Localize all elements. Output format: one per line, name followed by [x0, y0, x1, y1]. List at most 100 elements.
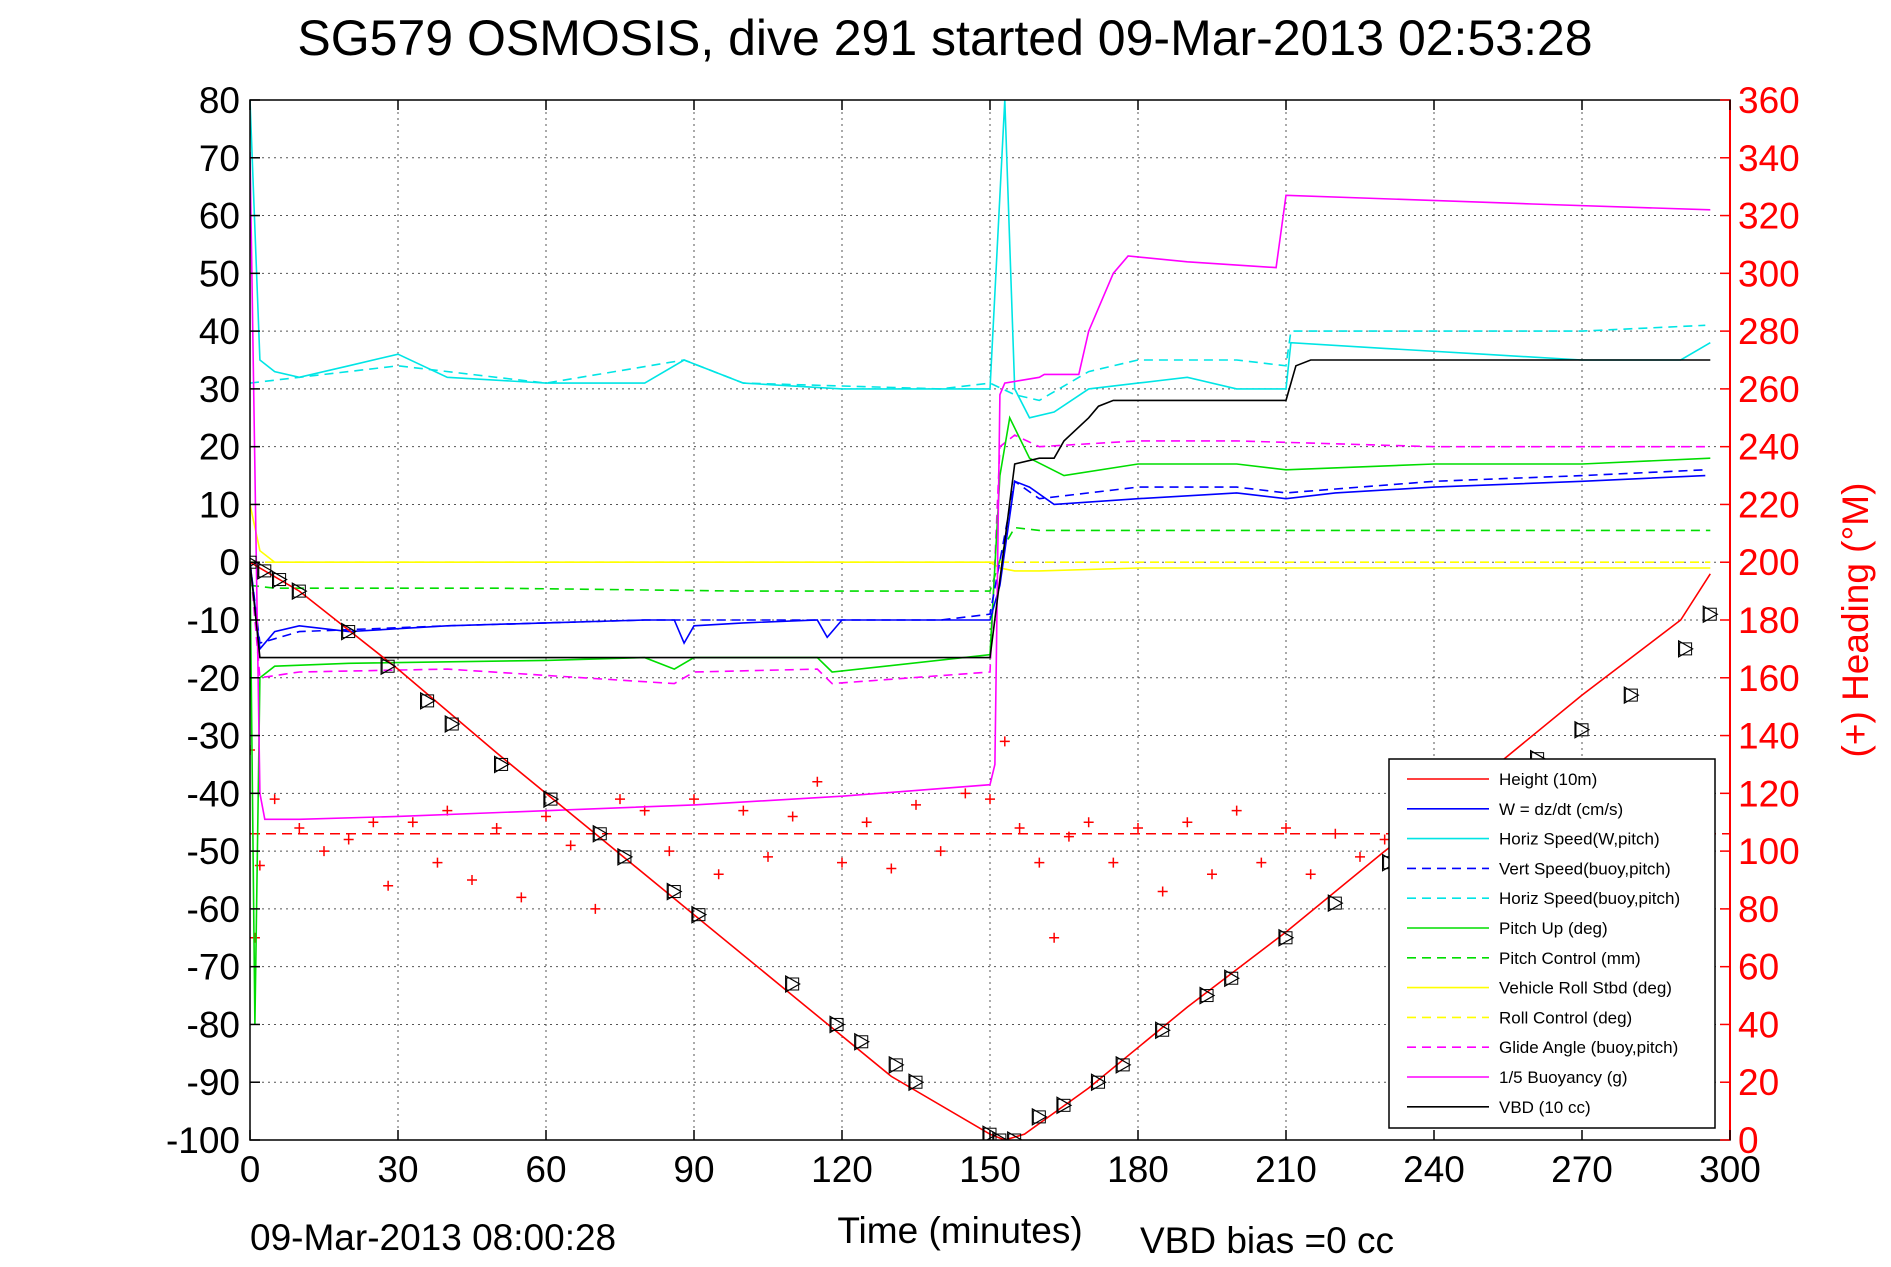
legend-entry: Pitch Control (mm) — [1499, 949, 1641, 968]
heading-point — [1231, 805, 1242, 816]
right-tick-label: 300 — [1738, 253, 1800, 294]
legend-box — [1388, 758, 1716, 1129]
x-axis-label: Time (minutes) — [837, 1210, 1082, 1251]
heading-point — [713, 869, 724, 880]
right-tick-label: 180 — [1738, 600, 1800, 641]
bottom-axis-ticks: 0 30 60 90 120 150 180 210 240 270 300 — [240, 100, 1761, 1190]
height-marker — [543, 790, 560, 809]
heading-point — [269, 794, 280, 805]
height-marker — [257, 561, 274, 580]
y-tick-label: 80 — [199, 80, 240, 121]
series-line — [250, 469, 1706, 645]
y-tick-label: 60 — [199, 196, 240, 237]
heading-point — [319, 846, 329, 857]
y-tick-label: -20 — [187, 658, 240, 699]
heading-point — [689, 794, 699, 805]
height-marker — [1278, 928, 1295, 947]
heading-point — [960, 788, 971, 799]
height-marker — [829, 1015, 846, 1034]
legend-entry: Glide Angle (buoy,pitch) — [1499, 1038, 1678, 1057]
plot-area — [250, 100, 1730, 1140]
height-marker — [1327, 894, 1344, 913]
heading-point — [250, 932, 260, 943]
height-marker — [691, 905, 708, 924]
heading-point — [1108, 857, 1119, 868]
heading-point — [1034, 857, 1045, 868]
height-marker — [420, 691, 436, 710]
heading-point — [383, 880, 394, 891]
heading-point — [861, 817, 872, 828]
height-marker — [1574, 720, 1591, 739]
height-marker — [1702, 605, 1719, 624]
height-marker — [272, 570, 288, 589]
chart-title: SG579 OSMOSIS, dive 291 started 09-Mar-2… — [297, 10, 1592, 66]
height-marker — [666, 882, 683, 901]
y-tick-label: -100 — [166, 1120, 240, 1161]
legend-entry: 1/5 Buoyancy (g) — [1499, 1068, 1628, 1087]
x-tick-label: 270 — [1551, 1149, 1613, 1190]
series-line — [250, 151, 1711, 821]
heading-point — [1063, 831, 1074, 842]
right-tick-label: 20 — [1738, 1062, 1779, 1103]
heading-point — [565, 840, 576, 851]
right-axis-label: (+) Heading (°M) — [1835, 483, 1876, 758]
height-marker — [1031, 1107, 1048, 1126]
height-marker — [380, 657, 397, 676]
y-tick-label: 10 — [199, 484, 240, 525]
right-tick-label: 240 — [1738, 427, 1800, 468]
heading-point — [999, 736, 1010, 747]
right-tick-label: 220 — [1738, 484, 1800, 525]
vbd-bias-label: VBD bias =0 cc — [1140, 1220, 1394, 1261]
x-tick-label: 150 — [959, 1149, 1021, 1190]
heading-point — [1014, 823, 1025, 833]
x-tick-label: 120 — [811, 1149, 873, 1190]
right-tick-label: 60 — [1738, 947, 1779, 988]
series-line — [250, 359, 1711, 659]
series-line — [250, 415, 1711, 1025]
y-tick-label: -50 — [187, 831, 240, 872]
height-marker — [785, 974, 801, 994]
heading-point — [294, 823, 305, 833]
x-tick-label: 30 — [377, 1149, 418, 1190]
y-tick-label: 20 — [199, 427, 240, 468]
legend-entry: VBD (10 cc) — [1499, 1098, 1591, 1117]
heading-point — [615, 794, 625, 805]
legend-entry: Roll Control (deg) — [1499, 1008, 1632, 1027]
heading-point — [1049, 932, 1060, 943]
height-marker — [617, 847, 634, 866]
height-marker — [1155, 1021, 1171, 1040]
heading-point — [1281, 823, 1291, 833]
heading-point — [432, 857, 443, 868]
heading-point — [1305, 869, 1316, 880]
series-line — [250, 324, 1706, 402]
right-tick-label: 120 — [1738, 773, 1800, 814]
heading-point — [886, 863, 897, 874]
x-tick-label: 90 — [673, 1149, 714, 1190]
height-marker — [1623, 686, 1640, 705]
y-tick-label: 70 — [199, 138, 240, 179]
height-marker — [592, 824, 609, 843]
right-tick-label: 280 — [1738, 311, 1800, 352]
footer-timestamp: 09-Mar-2013 08:00:28 — [250, 1217, 616, 1258]
heading-point — [250, 745, 255, 755]
heading-point — [1256, 857, 1267, 868]
y-tick-label: -30 — [187, 716, 240, 757]
legend-entry: Horiz Speed(buoy,pitch) — [1499, 889, 1680, 908]
y-tick-label: -10 — [187, 600, 240, 641]
right-tick-label: 320 — [1738, 196, 1800, 237]
heading-point — [1379, 834, 1390, 845]
right-tick-label: 40 — [1738, 1004, 1779, 1045]
heading-point — [467, 875, 477, 885]
heading-point — [541, 811, 551, 822]
height-marker — [992, 1130, 1009, 1140]
height-marker — [1678, 639, 1694, 658]
heading-point — [1133, 823, 1143, 833]
y-tick-label: -40 — [187, 773, 240, 814]
height-marker — [1090, 1073, 1107, 1092]
heading-point — [590, 903, 601, 914]
x-tick-label: 210 — [1255, 1149, 1317, 1190]
heading-point — [1083, 817, 1094, 828]
heading-point — [738, 805, 749, 816]
heading-point — [491, 823, 502, 833]
